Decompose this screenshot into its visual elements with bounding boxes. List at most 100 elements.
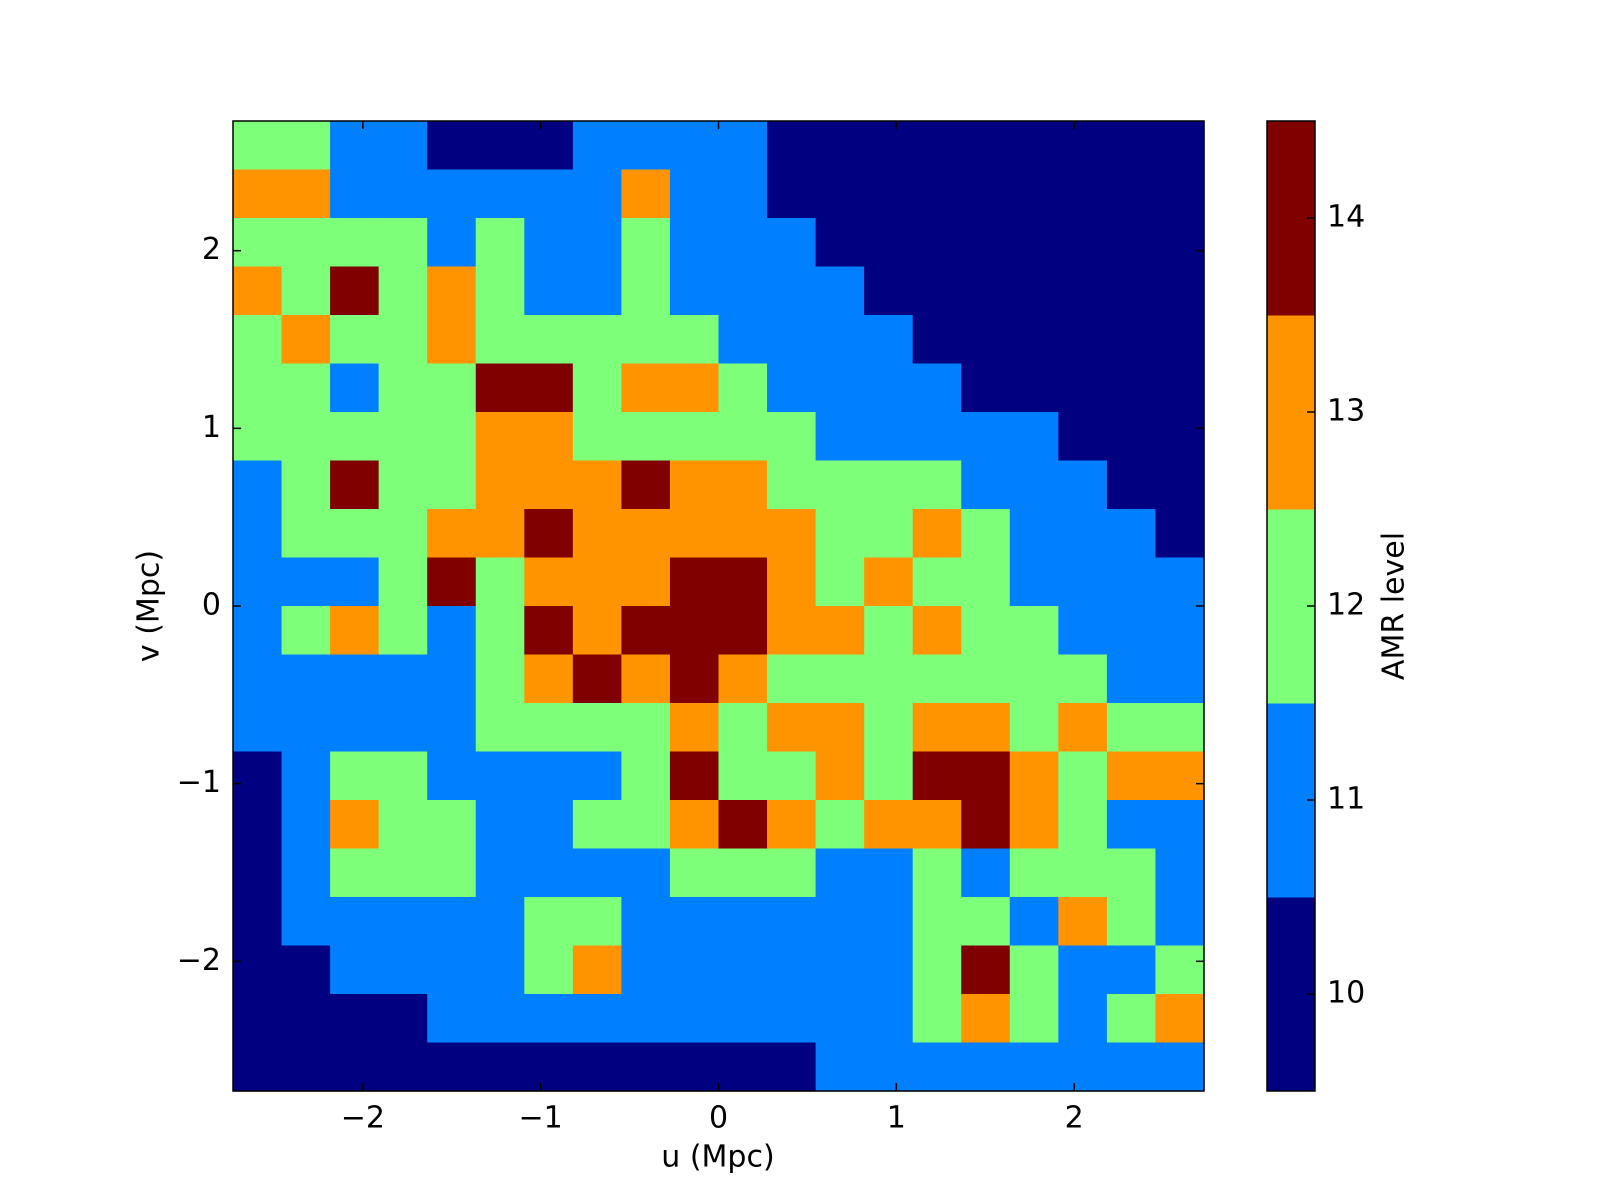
heatmap-cell [621, 848, 671, 898]
heatmap-cell [572, 654, 622, 704]
heatmap-cell [427, 994, 477, 1044]
heatmap-cell [815, 315, 865, 365]
heatmap-cell [767, 897, 817, 947]
heatmap-cell [815, 1042, 865, 1092]
heatmap-cell [1155, 266, 1205, 316]
heatmap-cell [912, 509, 962, 559]
y-axis-label: v (Mpc) [132, 550, 167, 662]
x-axis-label: u (Mpc) [661, 1140, 774, 1175]
heatmap-cell [281, 412, 331, 462]
heatmap-cell [1009, 169, 1059, 219]
heatmap-cell [815, 654, 865, 704]
heatmap-cell [281, 848, 331, 898]
heatmap-cell [572, 703, 622, 753]
heatmap-cell [815, 800, 865, 850]
heatmap-cell [1155, 218, 1205, 268]
heatmap-cell [767, 169, 817, 219]
heatmap-cell [233, 169, 283, 219]
heatmap-cell [475, 751, 525, 801]
heatmap-cell [1009, 751, 1059, 801]
heatmap-cell [718, 848, 768, 898]
heatmap-cell [718, 654, 768, 704]
heatmap-cell [621, 460, 671, 510]
heatmap-cell [233, 848, 283, 898]
heatmap-cell [864, 557, 914, 607]
heatmap-cell [815, 945, 865, 995]
heatmap-cell [669, 363, 720, 413]
heatmap-cell [864, 654, 914, 704]
heatmap-cell [427, 121, 477, 171]
heatmap-cell [767, 848, 817, 898]
heatmap-cell [815, 703, 865, 753]
heatmap-cell [1058, 848, 1108, 898]
heatmap-cell [1009, 994, 1059, 1044]
heatmap-cell [1155, 751, 1205, 801]
heatmap-cell [669, 266, 720, 316]
heatmap-cell [572, 460, 622, 510]
heatmap-cell [621, 169, 671, 219]
heatmap-cell [961, 800, 1011, 850]
heatmap-cell [330, 1042, 380, 1092]
heatmap-cell [864, 315, 914, 365]
heatmap-cell [669, 412, 720, 462]
heatmap-cell [864, 363, 914, 413]
heatmap-cell [524, 606, 574, 656]
heatmap-cell [524, 169, 574, 219]
heatmap-cell [621, 121, 671, 171]
heatmap-cell [378, 460, 428, 510]
heatmap-cell [815, 509, 865, 559]
heatmap-cell [1058, 606, 1108, 656]
heatmap-cell [427, 218, 477, 268]
heatmap-cell [1009, 557, 1059, 607]
heatmap-cell [621, 509, 671, 559]
heatmap-cell [572, 1042, 622, 1092]
heatmap-cell [1009, 121, 1059, 171]
heatmap-cell [572, 121, 622, 171]
heatmap-cell [912, 1042, 962, 1092]
heatmap-cell [815, 606, 865, 656]
heatmap-cell [378, 897, 428, 947]
heatmap-cell [815, 994, 865, 1044]
heatmap-cell [281, 751, 331, 801]
heatmap-cell [961, 751, 1011, 801]
heatmap-cell [427, 848, 477, 898]
heatmap-cell [233, 606, 283, 656]
heatmap-cell [475, 606, 525, 656]
heatmap-cell [864, 169, 914, 219]
heatmap-cell [767, 509, 817, 559]
heatmap-cell [233, 460, 283, 510]
heatmap-cell [1106, 994, 1157, 1044]
heatmap-cell [427, 654, 477, 704]
heatmap-cell [864, 121, 914, 171]
heatmap-cell [1106, 509, 1157, 559]
heatmap-cell [378, 363, 428, 413]
heatmap-cell [961, 557, 1011, 607]
heatmap-cell [233, 363, 283, 413]
heatmap-cell [718, 412, 768, 462]
heatmap-cell [1155, 606, 1205, 656]
heatmap-cell [669, 606, 720, 656]
heatmap-cell [1009, 218, 1059, 268]
heatmap-cell [330, 412, 380, 462]
heatmap-cell [912, 751, 962, 801]
heatmap-cell [1155, 169, 1205, 219]
heatmap-cell [718, 1042, 768, 1092]
heatmap-cell [378, 994, 428, 1044]
heatmap-cell [767, 703, 817, 753]
heatmap-cell [233, 557, 283, 607]
heatmap-cell [1058, 945, 1108, 995]
heatmap-cell [912, 363, 962, 413]
heatmap-cell [669, 945, 720, 995]
colorbar-tick-label: 13 [1327, 394, 1365, 429]
heatmap-cell [718, 800, 768, 850]
heatmap-cell [378, 703, 428, 753]
heatmap-cell [815, 897, 865, 947]
heatmap-cell [1058, 412, 1108, 462]
heatmap-cell [767, 557, 817, 607]
heatmap-cell [475, 315, 525, 365]
heatmap-cell [427, 703, 477, 753]
heatmap-cell [961, 654, 1011, 704]
heatmap-cell [475, 1042, 525, 1092]
heatmap-cell [330, 460, 380, 510]
heatmap-cell [1058, 703, 1108, 753]
